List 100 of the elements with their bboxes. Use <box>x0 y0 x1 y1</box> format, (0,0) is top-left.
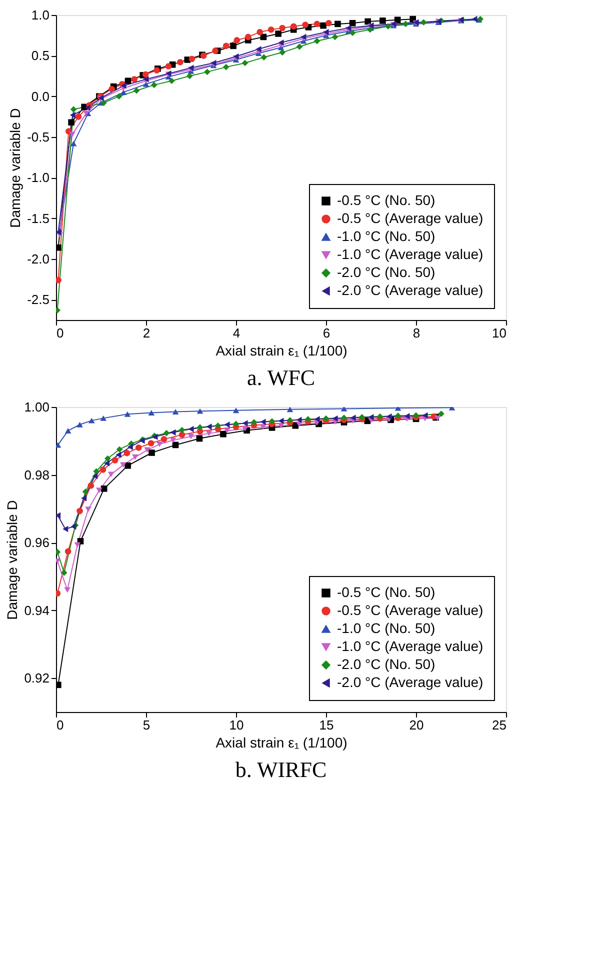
point <box>172 409 179 414</box>
legend-label: -0.5 °C (No. 50) <box>337 584 436 600</box>
point <box>404 412 410 420</box>
point <box>234 37 240 44</box>
legend-label: -2.0 °C (Average value) <box>337 282 484 298</box>
point <box>100 100 107 106</box>
point <box>74 542 81 548</box>
point <box>204 68 210 76</box>
point <box>65 128 72 134</box>
y-tick-label: -2.5 <box>27 292 50 308</box>
point <box>108 472 114 478</box>
point <box>214 422 222 429</box>
point <box>70 112 76 118</box>
point <box>170 429 176 436</box>
point <box>69 132 76 138</box>
point <box>93 468 100 475</box>
point <box>108 86 115 92</box>
text: a. WFC <box>246 365 316 390</box>
legend-label: -1.0 °C (No. 50) <box>337 228 436 244</box>
point <box>148 440 154 446</box>
point <box>116 452 122 458</box>
point <box>224 421 230 428</box>
point <box>64 548 72 555</box>
legend-label: -1.0 °C (Average value) <box>337 638 484 654</box>
y-tick-label: 0.92 <box>24 670 50 686</box>
point <box>165 63 172 70</box>
y-tick-label: 1.00 <box>24 400 50 414</box>
point <box>100 466 106 473</box>
point <box>278 422 284 428</box>
x-tick-label: 20 <box>409 718 424 732</box>
point <box>150 82 158 88</box>
point <box>56 442 62 448</box>
point <box>244 34 252 40</box>
point <box>334 20 341 28</box>
point <box>56 682 62 688</box>
point <box>206 423 212 430</box>
point <box>64 587 70 593</box>
point <box>420 19 427 26</box>
point <box>177 59 184 66</box>
point <box>278 39 284 46</box>
point <box>124 78 132 84</box>
y-tick-label: 0.0 <box>31 88 50 104</box>
point <box>70 523 76 530</box>
point <box>85 506 92 512</box>
legend-label: -1.0 °C (No. 50) <box>337 620 436 636</box>
point <box>132 454 138 460</box>
point <box>326 20 332 26</box>
point <box>88 482 94 489</box>
x-axis-title: Axial strain ε₁ (1/100) <box>216 734 348 750</box>
point <box>186 72 193 80</box>
x-tick-label: 8 <box>412 326 420 340</box>
point <box>268 26 274 33</box>
x-tick-label: 10 <box>492 326 506 340</box>
point <box>124 411 131 417</box>
point <box>279 49 286 56</box>
point <box>76 422 83 428</box>
point <box>62 526 68 532</box>
point <box>250 419 258 426</box>
x-tick-label: 15 <box>319 718 334 732</box>
y-tick-label: -2.0 <box>27 252 50 266</box>
point <box>116 93 122 100</box>
point <box>142 71 149 78</box>
point <box>76 508 83 514</box>
y-tick-label: 0.98 <box>24 467 50 482</box>
point <box>232 408 240 414</box>
point <box>268 418 276 424</box>
point <box>279 24 286 32</box>
point <box>380 18 386 24</box>
x-tick-label: 5 <box>142 718 150 732</box>
point <box>320 22 326 29</box>
point <box>296 422 302 428</box>
x-tick-label: 6 <box>322 326 330 340</box>
point <box>368 414 374 420</box>
point <box>384 23 392 30</box>
point <box>222 42 230 50</box>
point <box>96 488 102 494</box>
x-tick-label: 2 <box>142 326 150 340</box>
legend-label: -1.0 °C (Average value) <box>337 246 484 262</box>
y-tick-label: 1.0 <box>31 8 50 22</box>
point <box>232 420 240 428</box>
point <box>196 424 204 430</box>
y-tick-label: 0.5 <box>31 48 50 64</box>
point <box>296 416 302 424</box>
point <box>302 22 308 28</box>
point <box>402 20 409 28</box>
point <box>438 410 444 417</box>
point <box>178 426 186 434</box>
point <box>127 444 133 450</box>
point <box>82 488 89 495</box>
point <box>290 23 297 30</box>
point <box>124 450 130 456</box>
point <box>188 56 196 62</box>
point <box>472 16 478 22</box>
legend-label: -0.5 °C (No. 50) <box>337 192 436 208</box>
point <box>124 462 131 469</box>
point <box>104 455 111 462</box>
y-tick-label: -1.5 <box>27 210 50 226</box>
point <box>230 42 236 50</box>
point <box>188 434 194 440</box>
y-tick-label: -1.0 <box>27 170 50 186</box>
